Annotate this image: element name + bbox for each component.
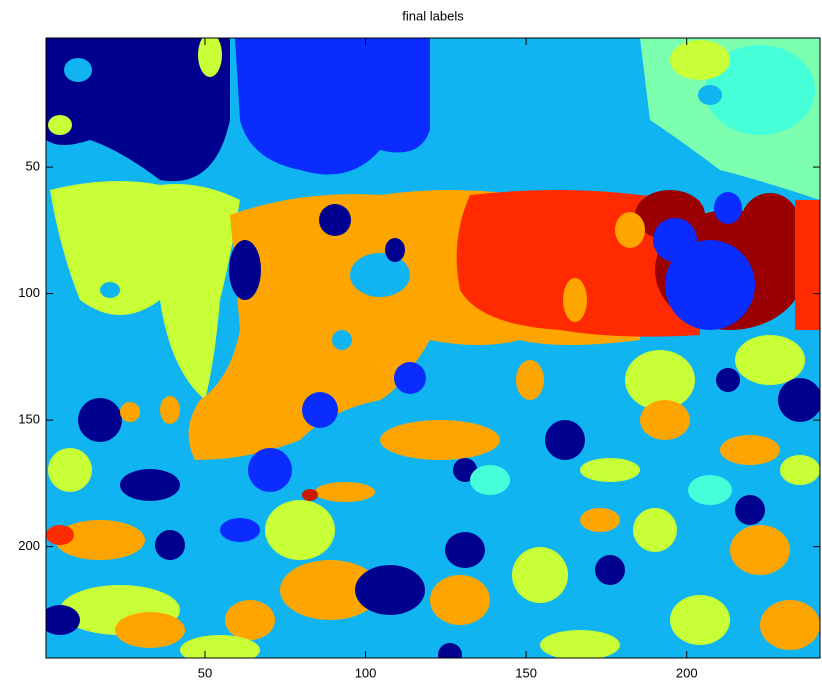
region bbox=[229, 240, 261, 300]
region bbox=[760, 600, 820, 650]
region bbox=[120, 402, 140, 422]
region bbox=[78, 398, 122, 442]
region bbox=[302, 489, 318, 501]
region bbox=[633, 508, 677, 552]
region bbox=[545, 420, 585, 460]
region bbox=[438, 643, 462, 667]
region bbox=[653, 218, 697, 262]
region bbox=[714, 192, 742, 224]
region bbox=[735, 335, 805, 385]
region bbox=[795, 200, 820, 330]
region bbox=[100, 282, 120, 298]
region bbox=[120, 469, 180, 501]
region bbox=[225, 600, 275, 640]
region bbox=[46, 525, 74, 545]
region bbox=[265, 500, 335, 560]
region bbox=[516, 360, 544, 400]
region bbox=[640, 400, 690, 440]
region bbox=[220, 518, 260, 542]
region bbox=[670, 40, 730, 80]
y-tick-label: 150 bbox=[18, 412, 40, 427]
region bbox=[716, 368, 740, 392]
region bbox=[319, 204, 351, 236]
y-tick-label: 200 bbox=[18, 538, 40, 553]
chart: final labels bbox=[0, 0, 822, 686]
region bbox=[670, 595, 730, 645]
region bbox=[302, 392, 338, 428]
region bbox=[580, 508, 620, 532]
region bbox=[615, 212, 645, 248]
y-tick-label: 100 bbox=[18, 285, 40, 300]
region bbox=[48, 448, 92, 492]
region bbox=[778, 378, 822, 422]
region bbox=[735, 495, 765, 525]
x-tick-label: 100 bbox=[355, 665, 377, 680]
x-tick-label: 200 bbox=[676, 665, 698, 680]
region bbox=[332, 330, 352, 350]
region bbox=[315, 482, 375, 502]
x-tick-label: 150 bbox=[515, 665, 537, 680]
region bbox=[385, 238, 405, 262]
region bbox=[580, 458, 640, 482]
region bbox=[48, 115, 72, 135]
x-tick-label: 50 bbox=[198, 665, 212, 680]
region bbox=[445, 532, 485, 568]
region bbox=[540, 630, 620, 660]
region bbox=[740, 193, 800, 257]
region bbox=[155, 530, 185, 560]
region bbox=[198, 33, 222, 77]
region bbox=[720, 435, 780, 465]
region bbox=[470, 465, 510, 495]
region bbox=[512, 547, 568, 603]
region bbox=[780, 455, 820, 485]
region bbox=[595, 555, 625, 585]
region bbox=[563, 278, 587, 322]
region bbox=[180, 635, 260, 665]
label-image bbox=[40, 33, 822, 667]
region bbox=[698, 85, 722, 105]
region bbox=[688, 475, 732, 505]
region bbox=[248, 448, 292, 492]
region bbox=[64, 58, 92, 82]
chart-title: final labels bbox=[402, 8, 464, 23]
region bbox=[350, 253, 410, 297]
region bbox=[115, 612, 185, 648]
region bbox=[355, 565, 425, 615]
region bbox=[430, 575, 490, 625]
region bbox=[730, 525, 790, 575]
region bbox=[380, 420, 500, 460]
region bbox=[394, 362, 426, 394]
y-tick-label: 50 bbox=[26, 158, 40, 173]
region bbox=[160, 396, 180, 424]
